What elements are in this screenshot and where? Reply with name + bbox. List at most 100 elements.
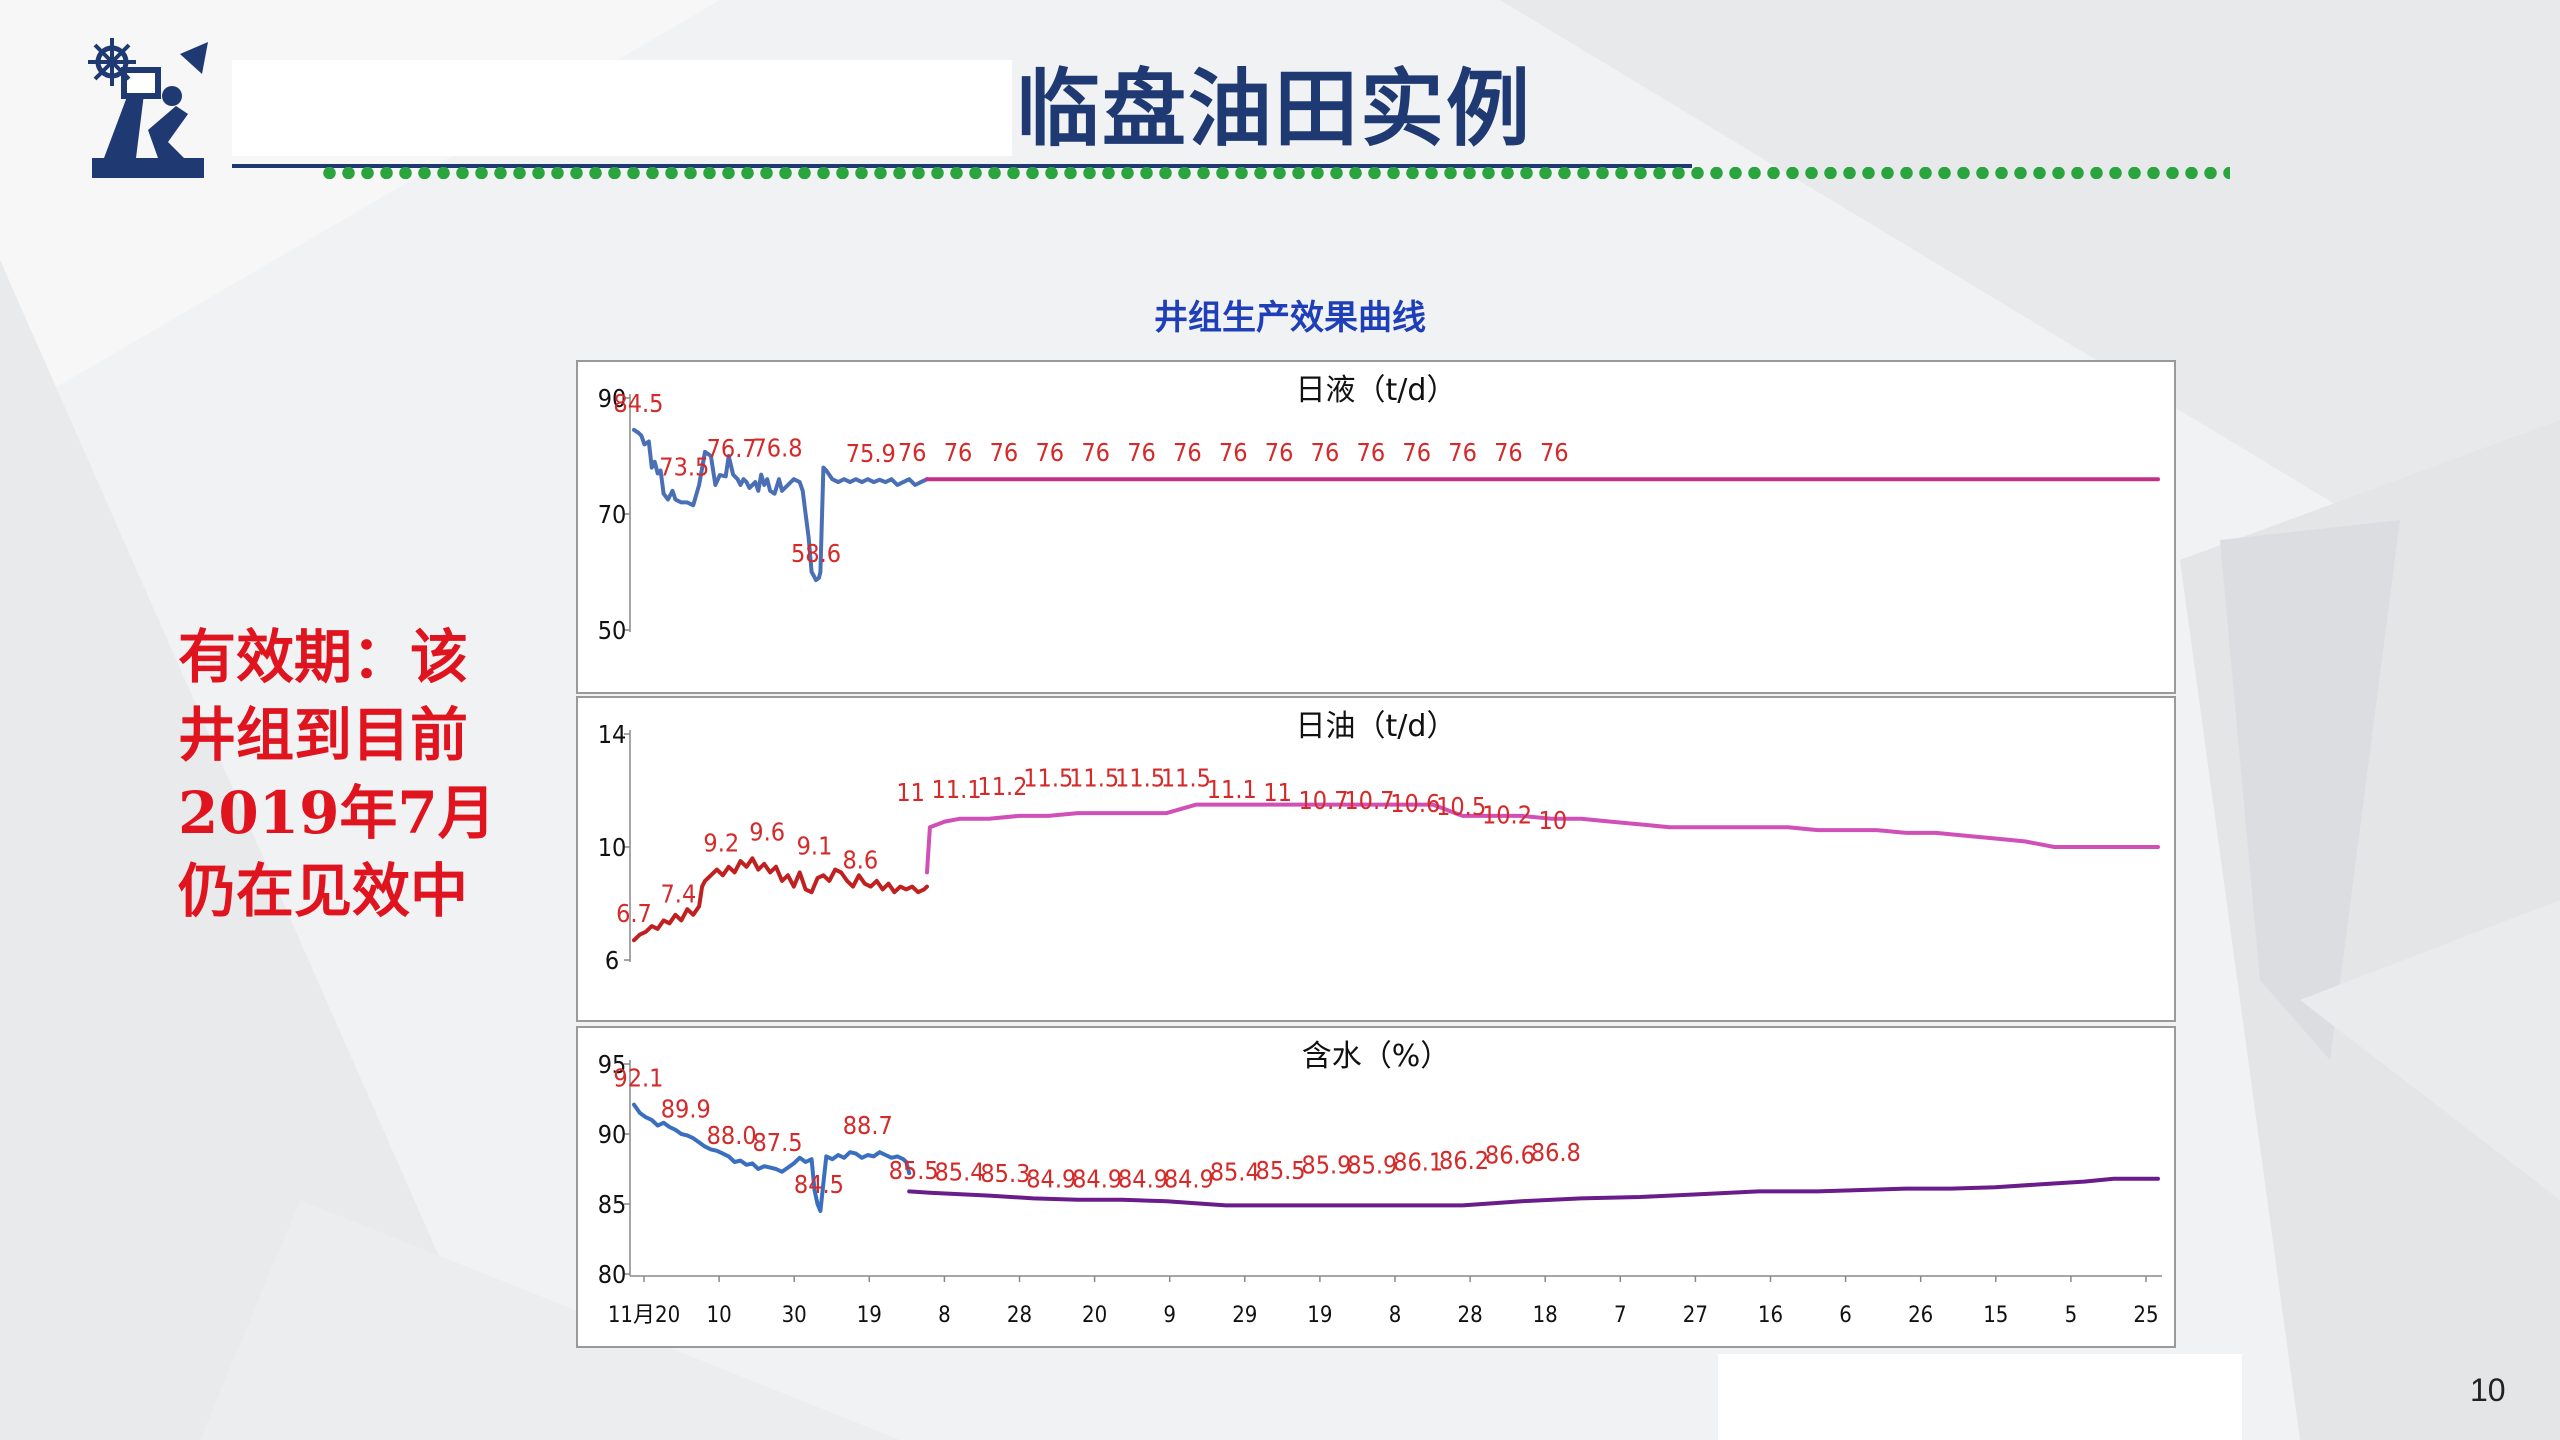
y-tick-label: 95 [598, 1050, 627, 1079]
note-line-2: 井组到目前 [178, 701, 469, 769]
data-label: 75.9 [846, 439, 896, 468]
x-tick-label: 20 [1082, 1303, 1107, 1328]
dotted-divider [320, 167, 2230, 179]
note-line-1: 有效期：该 [178, 623, 469, 691]
page-title: 临盘油田实例 [1016, 60, 1533, 158]
data-label: 11.5 [1023, 764, 1073, 793]
x-tick-label: 7 [1614, 1303, 1627, 1328]
x-tick-label: 8 [1389, 1303, 1402, 1328]
y-tick-label: 90 [598, 1120, 627, 1149]
y-tick-label: 50 [598, 616, 627, 645]
x-tick-label: 28 [1007, 1303, 1032, 1328]
data-label: 10.7 [1344, 786, 1394, 815]
x-tick-label: 28 [1458, 1303, 1483, 1328]
water-cut-chart: 含水（%）9590858092.189.988.087.584.588.785.… [598, 1039, 2162, 1328]
x-tick-label: 16 [1758, 1303, 1783, 1328]
y-tick-label: 14 [598, 720, 627, 749]
data-label: 76 [1402, 438, 1431, 467]
history-series-line [632, 427, 929, 583]
data-label: 11.5 [1069, 764, 1119, 793]
y-tick-label: 85 [598, 1190, 627, 1219]
data-label: 9.1 [797, 831, 833, 860]
title-underline [232, 164, 1692, 168]
data-label: 85.4 [934, 1157, 984, 1186]
data-label: 11 [1263, 778, 1292, 807]
data-label: 76 [1127, 438, 1156, 467]
data-label: 76 [1311, 438, 1340, 467]
data-label: 84.9 [1164, 1164, 1214, 1193]
oil-chart-panel: 日油（t/d） 14 10 6 6.7 7.4 9.2 9.6 9.1 8.6 11 11.1 11.2… [576, 696, 2176, 1022]
y-tick-label: 10 [598, 833, 627, 862]
chart-title: 日液（t/d） [1296, 373, 1457, 408]
data-label: 11.1 [1207, 775, 1257, 804]
data-label: 84.9 [1026, 1164, 1076, 1193]
data-label: 92.1 [613, 1064, 663, 1093]
data-label: 76 [944, 438, 973, 467]
x-tick-label: 18 [1533, 1303, 1558, 1328]
history-series-line [632, 856, 929, 943]
data-label: 86.2 [1439, 1146, 1489, 1175]
data-label: 11.2 [977, 772, 1027, 801]
data-label: 11.1 [932, 775, 982, 804]
x-tick-label: 8 [938, 1303, 951, 1328]
data-label: 76 [1448, 438, 1477, 467]
data-label: 76 [1265, 438, 1294, 467]
oilfield-logo-icon [88, 38, 208, 178]
data-label: 7.4 [661, 879, 697, 908]
data-label: 76.7 [707, 434, 757, 463]
data-label: 11 [896, 778, 925, 807]
data-label: 6.7 [616, 899, 652, 928]
data-label: 84.9 [1072, 1164, 1122, 1193]
data-label: 84.5 [794, 1170, 844, 1199]
data-label: 89.9 [661, 1094, 711, 1123]
data-label: 85.9 [1301, 1150, 1351, 1179]
data-label: 76 [898, 438, 927, 467]
chart-title: 日油（t/d） [1296, 709, 1457, 744]
x-tick-label: 15 [1983, 1303, 2008, 1328]
effective-period-note: 有效期：该 井组到目前 2019年7月 仍在见效中 [178, 618, 508, 930]
data-label: 88.7 [843, 1111, 893, 1140]
x-tick-label: 19 [1307, 1303, 1332, 1328]
x-tick-label: 6 [1839, 1303, 1852, 1328]
data-label: 11.5 [1115, 764, 1165, 793]
data-label: 85.9 [1347, 1150, 1397, 1179]
data-label: 11.5 [1161, 764, 1211, 793]
x-tick-label: 10 [707, 1303, 732, 1328]
x-tick-label: 30 [782, 1303, 807, 1328]
data-label: 76 [990, 438, 1019, 467]
y-tick-label: 6 [605, 946, 619, 975]
data-label: 10 [1539, 806, 1568, 835]
data-label: 76 [1540, 438, 1569, 467]
data-label: 85.5 [889, 1156, 939, 1185]
data-label: 10.2 [1482, 800, 1532, 829]
x-tick-label: 5 [2065, 1303, 2078, 1328]
data-label: 76 [1219, 438, 1248, 467]
data-label: 73.5 [659, 453, 709, 482]
data-label: 86.8 [1531, 1138, 1581, 1167]
note-line-3: 2019年7月 [178, 779, 496, 847]
data-label: 58.6 [791, 539, 841, 568]
x-tick-label: 11月20 [608, 1303, 680, 1328]
data-label: 85.5 [1256, 1156, 1306, 1185]
x-tick-label: 29 [1232, 1303, 1257, 1328]
history-series-line [632, 1102, 912, 1213]
data-label: 76 [1035, 438, 1064, 467]
data-label: 85.4 [1210, 1157, 1260, 1186]
data-label: 86.1 [1393, 1148, 1443, 1177]
title-band [232, 60, 1012, 156]
data-label: 76 [1173, 438, 1202, 467]
data-label: 84.9 [1118, 1164, 1168, 1193]
chart-title: 含水（%） [1302, 1039, 1451, 1074]
data-label: 10.6 [1390, 789, 1440, 818]
page-number: 10 [2470, 1372, 2506, 1408]
forecast-series-line [907, 1176, 2160, 1208]
data-label: 88.0 [707, 1121, 757, 1150]
data-label: 8.6 [842, 846, 878, 875]
chart-heading: 井组生产效果曲线 [1154, 298, 1426, 338]
data-label: 76 [1494, 438, 1523, 467]
x-tick-label: 27 [1683, 1303, 1708, 1328]
y-tick-label: 70 [598, 500, 627, 529]
y-tick-label: 80 [598, 1260, 627, 1289]
